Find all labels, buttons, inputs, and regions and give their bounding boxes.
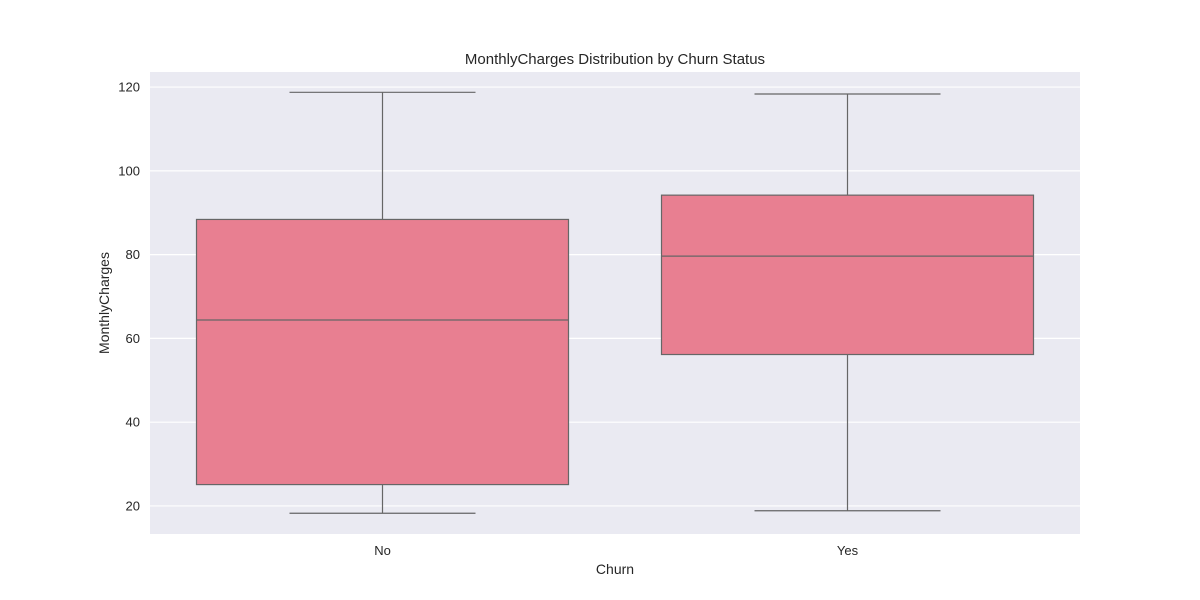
x-axis-label: Churn — [596, 561, 634, 577]
y-tick-60: 60 — [126, 331, 140, 346]
iqr-box-no — [195, 218, 570, 486]
y-tick-80: 80 — [126, 247, 140, 262]
y-axis-label: MonthlyCharges — [96, 252, 112, 354]
chart-title: MonthlyCharges Distribution by Churn Sta… — [465, 51, 765, 68]
x-tick-labels: No Yes — [374, 543, 858, 558]
x-tick-yes: Yes — [837, 543, 859, 558]
y-tick-100: 100 — [118, 163, 140, 178]
boxes — [195, 91, 1035, 514]
y-tick-20: 20 — [126, 498, 140, 513]
y-tick-120: 120 — [118, 80, 140, 95]
box-yes — [660, 93, 1035, 512]
y-tick-40: 40 — [126, 415, 140, 430]
box-no — [195, 91, 570, 514]
iqr-box-yes — [660, 194, 1035, 356]
y-tick-labels: 20 40 60 80 100 120 — [118, 80, 140, 514]
x-tick-no: No — [374, 543, 391, 558]
